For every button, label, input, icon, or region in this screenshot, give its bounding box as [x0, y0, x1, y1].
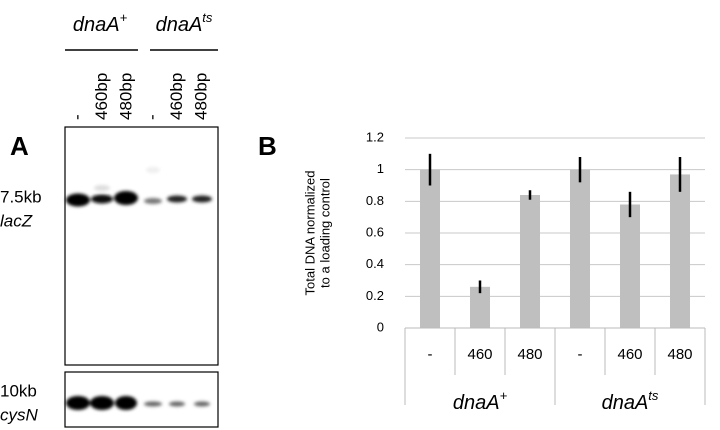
bar: [520, 195, 540, 328]
strain-superscript: ts: [202, 10, 213, 25]
strain-name: dnaA: [73, 14, 120, 36]
strain-label: dnaAts: [156, 10, 213, 36]
strain-name: dnaA: [602, 392, 649, 414]
x-tick-label: 460: [617, 346, 642, 363]
group-label: dnaA+: [453, 388, 508, 414]
bar: [470, 286, 490, 328]
y-tick-label: 1: [377, 161, 384, 176]
gel-box: [64, 126, 219, 366]
x-tick-label: -: [428, 346, 433, 363]
strain-superscript: +: [120, 10, 128, 25]
gel-box: [64, 371, 219, 428]
y-axis-title: Total DNA normalized: [302, 171, 317, 296]
band-size: 10kb: [0, 381, 37, 400]
lane-label: -: [67, 114, 86, 120]
strain-label: dnaA+: [73, 10, 128, 36]
band-gene: lacZ: [0, 211, 33, 230]
y-tick-label: 0: [377, 319, 384, 334]
x-tick-label: -: [578, 346, 583, 363]
x-tick-label: 460: [467, 346, 492, 363]
strain-name: dnaA: [453, 392, 500, 414]
lane-label: 460bp: [92, 73, 111, 120]
band-size: 7.5kb: [0, 187, 42, 206]
y-tick-label: 0.2: [366, 288, 384, 303]
panel-label: A: [10, 131, 29, 161]
bar: [620, 204, 640, 328]
strain-superscript: ts: [648, 388, 659, 403]
lane-label: -: [142, 114, 161, 120]
group-label: dnaAts: [602, 388, 659, 414]
lane-label: 480bp: [116, 73, 135, 120]
panel-label: B: [258, 131, 277, 161]
y-axis-title: to a loading control: [317, 178, 332, 288]
y-tick-label: 0.6: [366, 224, 384, 239]
y-tick-label: 1.2: [366, 129, 384, 144]
band-gene: cysN: [0, 405, 39, 424]
x-tick-label: 480: [517, 346, 542, 363]
bar: [420, 169, 440, 328]
lane-label: 460bp: [167, 73, 186, 120]
y-tick-label: 0.8: [366, 193, 384, 208]
x-tick-label: 480: [667, 346, 692, 363]
y-tick-label: 0.4: [366, 256, 384, 271]
strain-superscript: +: [500, 388, 508, 403]
lane-label: 480bp: [191, 73, 210, 120]
bar: [670, 174, 690, 328]
gel-bands: [66, 167, 212, 410]
bar: [570, 169, 590, 328]
strain-name: dnaA: [156, 14, 203, 36]
